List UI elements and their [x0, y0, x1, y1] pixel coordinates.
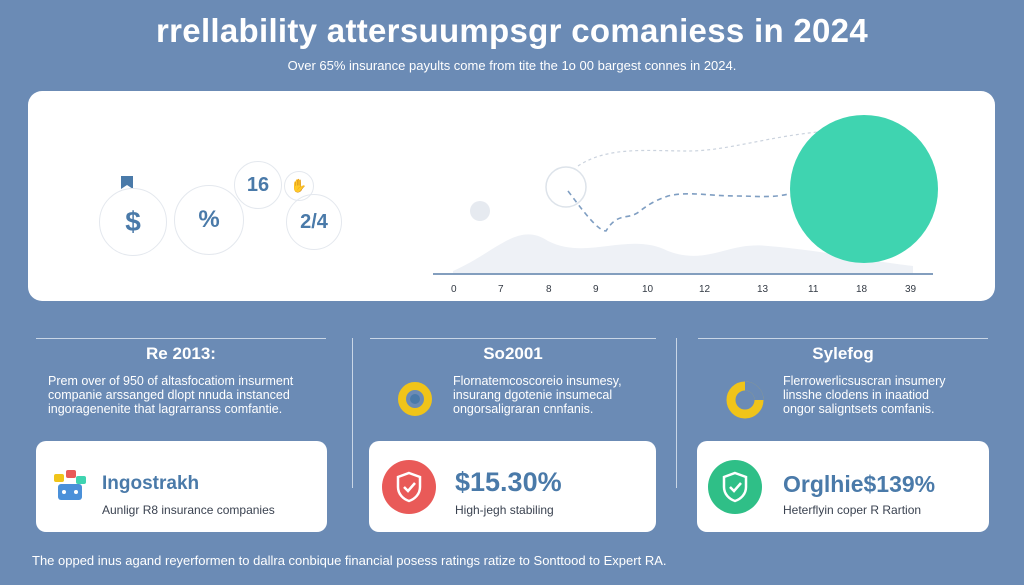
background-wave [453, 234, 913, 273]
trend-line [567, 190, 799, 232]
column-title: Re 2013: [146, 344, 216, 363]
column-text-line: Flornatemcoscoreio insumesy, [453, 374, 622, 388]
shield-check-icon [708, 460, 762, 514]
footer-note: The opped inus agand reyerformen to dall… [32, 553, 667, 568]
percent-icon: % [198, 206, 220, 233]
value-b-label: 2/4 [300, 210, 328, 233]
value-badge-a: 16 [234, 161, 282, 209]
column-title: Sylefog [812, 344, 874, 363]
page-subtitle: Over 65% insurance payults come from tit… [287, 58, 737, 73]
dollar-sign-icon: $ [125, 206, 141, 237]
ring-chart-icon [726, 381, 764, 419]
percent-badge: % [174, 185, 244, 255]
dollar-badge: $ [99, 188, 167, 256]
column-text-line: linsshe clodens in inaatiod [783, 388, 929, 402]
section-divider [36, 338, 326, 339]
card-heading: $15.30% [455, 467, 562, 497]
company-card[interactable]: Ingostrakh Aunligr R8 insurance companie… [36, 441, 327, 532]
column-divider [352, 338, 353, 488]
ribbon-icon [121, 176, 133, 189]
column-title: So2001 [483, 344, 543, 363]
card-subtext: Aunligr R8 insurance companies [102, 503, 275, 517]
page-title: rrellability attersuumpsgr comaniess in … [156, 12, 868, 49]
hero-graphic [121, 115, 938, 275]
axis-tick: 7 [498, 284, 504, 295]
hero-panel: $ % 16 ✋ 2/4 0 7 8 9 10 12 13 11 18 39 [28, 91, 995, 301]
axis-tick: 10 [642, 284, 654, 295]
section-divider [370, 338, 656, 339]
column-text: Flerrowerlicsuscran insumery linsshe clo… [783, 374, 993, 416]
column-text-line: Prem over of 950 of altasfocatiom insurm… [48, 374, 294, 388]
column-text: Flornatemcoscoreio insumesy, insurang dg… [453, 374, 653, 416]
column-text: Prem over of 950 of altasfocatiom insurm… [48, 374, 328, 416]
small-dot [470, 201, 490, 221]
column-text-line: insurang dgotenie insumecal [453, 388, 613, 402]
value-a-label: 16 [246, 173, 270, 196]
ring-chart-icon [398, 382, 432, 416]
axis-tick: 0 [451, 284, 457, 295]
shield-check-icon [382, 460, 436, 514]
stability-card[interactable]: $15.30% High-jegh stabiling [369, 441, 656, 532]
column-text-line: ingoragenenite that lagrarranss comfanti… [48, 402, 283, 416]
axis-tick: 12 [699, 284, 711, 295]
highlight-bubble [790, 115, 938, 263]
card-heading: Ingostrakh [102, 473, 200, 494]
rating-card[interactable]: Orglhie$139% Heterflyin coper R Rartion [697, 441, 989, 532]
column-text-line: ongorsaligraran cnnfanis. [453, 402, 594, 416]
axis-tick: 39 [905, 284, 917, 295]
trend-line-faint [577, 130, 829, 167]
card-subtext: Heterflyin coper R Rartion [783, 503, 922, 517]
card-subtext: High-jegh stabiling [455, 503, 554, 517]
axis-tick: 18 [856, 284, 868, 295]
column-divider [676, 338, 677, 488]
hand-icon: ✋ [290, 178, 308, 193]
axis-tick: 11 [808, 284, 819, 295]
outline-bubble [545, 166, 587, 208]
value-badge-b: 2/4 [286, 194, 342, 250]
column-text-line: ongor saligntsets comfanis. [783, 402, 935, 416]
company-group-icon [54, 470, 86, 500]
column-text-line: Flerrowerlicsuscran insumery [783, 374, 946, 388]
axis-tick: 13 [757, 284, 769, 295]
axis-tick: 9 [593, 284, 599, 295]
column-text-line: companie arssanged dlopt nnuda instanced [48, 388, 290, 402]
section-divider [698, 338, 988, 339]
axis-tick: 8 [546, 284, 552, 295]
card-heading: Orglhie$139% [783, 471, 936, 497]
